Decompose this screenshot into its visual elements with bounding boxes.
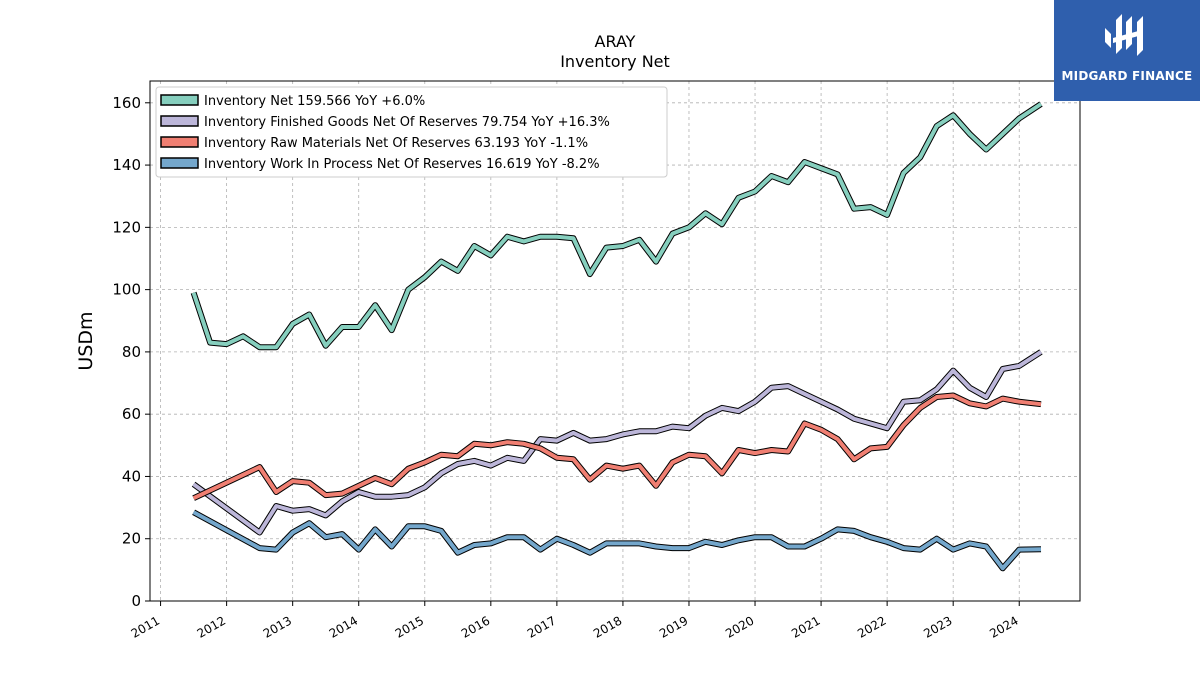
x-tick-label: 2024 bbox=[987, 613, 1020, 640]
legend-swatch bbox=[160, 157, 199, 169]
legend-entry: Inventory Finished Goods Net Of Reserves… bbox=[204, 115, 610, 130]
series-line bbox=[192, 350, 1043, 535]
x-tick-label: 2021 bbox=[789, 613, 822, 640]
y-tick-label: 160 bbox=[112, 94, 141, 112]
x-tick-label: 2011 bbox=[129, 613, 162, 640]
y-tick-label: 20 bbox=[122, 530, 141, 548]
x-tick-label: 2013 bbox=[261, 613, 294, 640]
y-tick-label: 140 bbox=[112, 156, 141, 174]
x-tick-label: 2023 bbox=[921, 613, 954, 640]
series-line bbox=[192, 510, 1042, 571]
x-tick-label: 2018 bbox=[591, 613, 624, 640]
legend-swatch bbox=[160, 136, 199, 148]
series-line-outline bbox=[192, 392, 1042, 501]
x-tick-label: 2014 bbox=[327, 613, 360, 640]
y-tick-label: 100 bbox=[112, 281, 141, 299]
chart-title: ARAY bbox=[594, 32, 636, 51]
logo-mark-icon bbox=[1105, 14, 1143, 56]
y-axis-label: USDm bbox=[75, 311, 97, 370]
chart-subtitle: Inventory Net bbox=[560, 52, 670, 71]
series-line bbox=[192, 393, 1042, 501]
x-tick-label: 2012 bbox=[195, 613, 228, 640]
y-tick-label: 60 bbox=[122, 405, 141, 423]
axes-frame bbox=[149, 80, 1081, 602]
legend-entry: Inventory Net 159.566 YoY +6.0% bbox=[204, 94, 425, 109]
y-tick-label: 40 bbox=[122, 467, 141, 485]
x-tick-label: 2016 bbox=[459, 613, 492, 640]
x-tick-label: 2019 bbox=[657, 613, 690, 640]
series-line bbox=[191, 102, 1043, 350]
logo-text: MIDGARD FINANCE bbox=[1061, 69, 1193, 83]
x-tick-label: 2015 bbox=[393, 613, 426, 640]
y-tick-label: 120 bbox=[112, 218, 141, 236]
legend-entry: Inventory Work In Process Net Of Reserve… bbox=[204, 157, 600, 172]
legend-entry: Inventory Raw Materials Net Of Reserves … bbox=[204, 136, 588, 151]
x-tick-label: 2017 bbox=[525, 613, 558, 640]
series-line-outline bbox=[191, 349, 1043, 536]
x-tick-label: 2020 bbox=[723, 613, 756, 640]
legend-swatch bbox=[160, 115, 199, 127]
x-tick-label: 2022 bbox=[855, 613, 888, 640]
y-tick-label: 80 bbox=[122, 343, 141, 361]
legend-swatch bbox=[160, 94, 199, 106]
y-tick-label: 0 bbox=[131, 592, 141, 610]
legend-box bbox=[155, 86, 668, 178]
midgard-finance-logo: MIDGARD FINANCE bbox=[1054, 0, 1200, 101]
series-line-outline bbox=[192, 509, 1042, 572]
